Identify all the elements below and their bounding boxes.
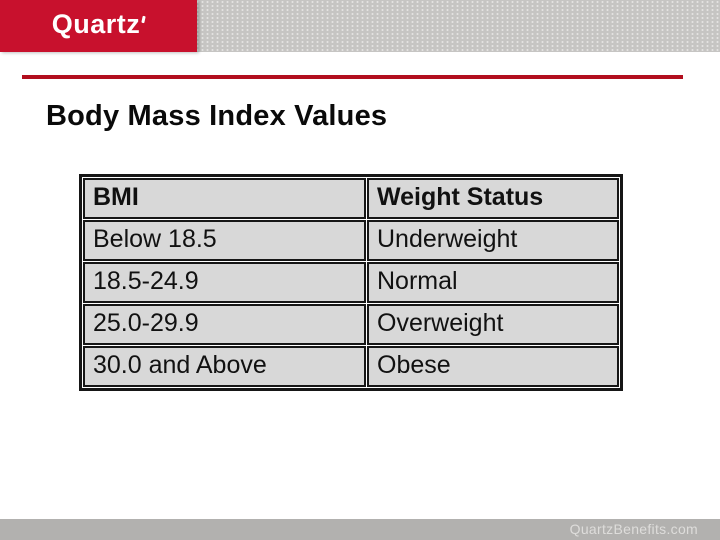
table-row: 18.5-24.9 Normal [83, 262, 619, 303]
table-cell-bmi: 25.0-29.9 [83, 304, 366, 345]
table-cell-bmi: Below 18.5 [83, 220, 366, 261]
table-cell-status: Overweight [367, 304, 619, 345]
bmi-table-container: BMI Weight Status Below 18.5 Underweight… [79, 174, 623, 391]
trademark-tick-icon [141, 15, 146, 23]
quartz-logo: Quartz [0, 0, 197, 52]
page-title: Body Mass Index Values [46, 100, 388, 132]
table-cell-status: Normal [367, 262, 619, 303]
table-cell-status: Underweight [367, 220, 619, 261]
red-divider-line [22, 75, 683, 79]
table-cell-bmi: 18.5-24.9 [83, 262, 366, 303]
table-cell-bmi: 30.0 and Above [83, 346, 366, 387]
table-row: 30.0 and Above Obese [83, 346, 619, 387]
footer-bar: QuartzBenefits.com [0, 519, 720, 540]
bmi-table: BMI Weight Status Below 18.5 Underweight… [79, 174, 623, 391]
table-row: Below 18.5 Underweight [83, 220, 619, 261]
table-cell-status: Obese [367, 346, 619, 387]
quartz-logo-text: Quartz [51, 8, 141, 39]
footer-website-text: QuartzBenefits.com [569, 521, 698, 537]
header-cell-bmi: BMI [83, 178, 366, 219]
header-cell-weight-status: Weight Status [367, 178, 619, 219]
table-header-row: BMI Weight Status [83, 178, 619, 219]
table-row: 25.0-29.9 Overweight [83, 304, 619, 345]
